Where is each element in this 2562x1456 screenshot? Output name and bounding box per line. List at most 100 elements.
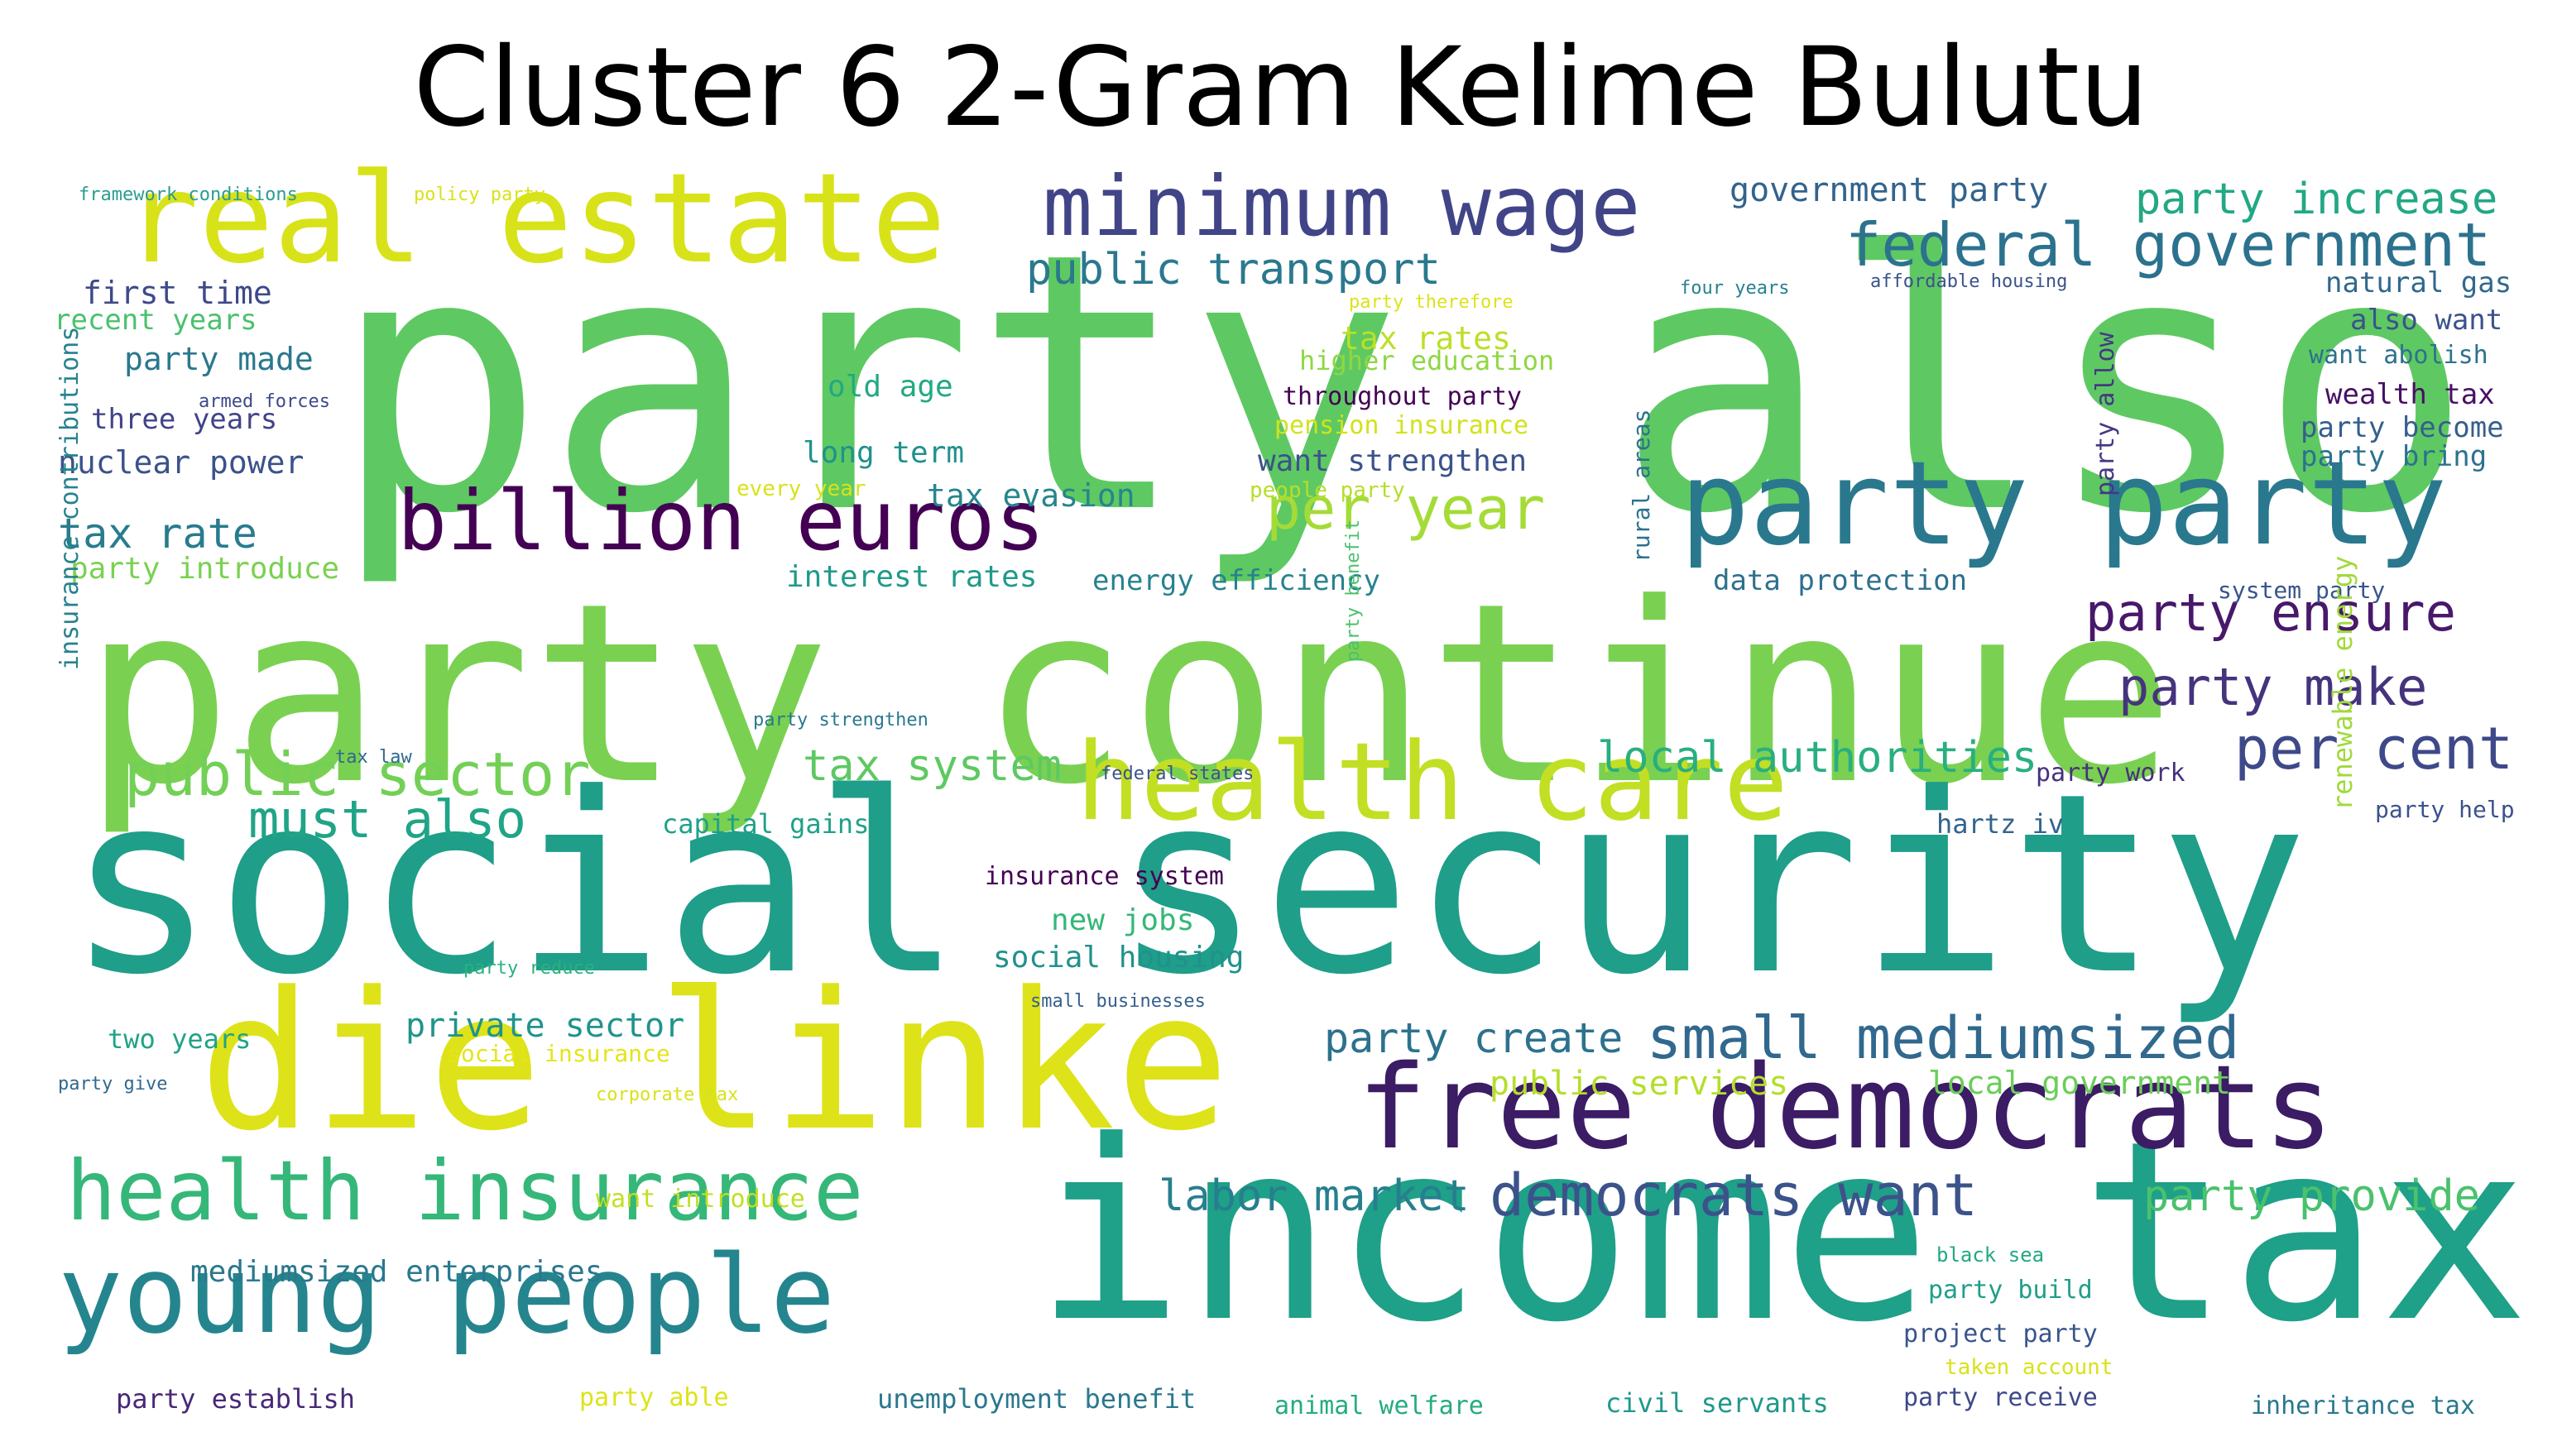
word-per-year: per year <box>1266 475 1546 543</box>
word-nuclear-power: nuclear power <box>58 444 305 481</box>
word-small-mediumsized: small mediumsized <box>1647 1004 2240 1072</box>
word-want-abolish: want abolish <box>2309 341 2488 370</box>
word-data-protection: data protection <box>1713 564 1968 597</box>
word-insurance-system: insurance system <box>985 862 1224 891</box>
word-energy-efficiency: energy efficiency <box>1092 564 1380 597</box>
word-public-sector: public sector <box>124 740 591 809</box>
word-interest-rates: interest rates <box>786 560 1038 594</box>
word-party-give: party give <box>58 1074 168 1094</box>
word-party-bring: party bring <box>2301 440 2488 473</box>
word-party-become: party become <box>2301 411 2504 444</box>
word-party-able: party able <box>579 1383 729 1412</box>
word-hartz-iv: hartz iv <box>1936 808 2065 840</box>
word-party-therefore: party therefore <box>1349 292 1514 313</box>
word-project-party: project party <box>1903 1320 2098 1348</box>
word-party-party: party party <box>1680 437 2448 572</box>
word-civil-servants: civil servants <box>1605 1387 1829 1419</box>
word-party-allow: party allow <box>2091 332 2120 496</box>
word-must-also: must also <box>248 789 526 850</box>
word-labor-market: labor market <box>1159 1171 1470 1221</box>
word-public-services: public services <box>1490 1065 1789 1103</box>
word-tax-rate: tax rate <box>58 510 257 558</box>
word-animal-welfare: animal welfare <box>1274 1391 1484 1420</box>
word-three-years: three years <box>91 403 278 436</box>
word-party-receive: party receive <box>1903 1383 2098 1412</box>
word-small-businesses: small businesses <box>1030 991 1206 1012</box>
word-local-authorities: local authorities <box>1597 733 2038 783</box>
word-party-establish: party establish <box>116 1383 355 1415</box>
word-social-housing: social housing <box>993 941 1245 975</box>
word-taken-account: taken account <box>1945 1355 2113 1380</box>
word-armed-forces: armed forces <box>199 391 330 412</box>
word-higher-education: higher education <box>1299 345 1555 376</box>
word-party-work: party work <box>2036 759 2185 788</box>
word-party-continue: party continue <box>83 550 2176 839</box>
word-per-cent: per cent <box>2234 715 2514 783</box>
word-two-years: two years <box>108 1023 252 1055</box>
word-framework-conditions: framework conditions <box>79 184 298 205</box>
word-local-government: local government <box>1928 1065 2232 1101</box>
word-tax-system: tax system <box>803 741 1063 791</box>
word-party-increase: party increase <box>2135 175 2498 224</box>
word-private-sector: private sector <box>405 1007 685 1045</box>
cloud-title: Cluster 6 2-Gram Kelime Bulutu <box>413 24 2149 151</box>
word-party-make: party make <box>2118 657 2428 717</box>
word-insurance-contributions: insurance contributions <box>55 326 84 670</box>
word-four-years: four years <box>1680 278 1790 299</box>
word-social-security: social security <box>66 740 2309 1029</box>
word-also-want: also want <box>2350 304 2503 337</box>
word-party-made: party made <box>124 341 314 377</box>
word-natural-gas: natural gas <box>2325 266 2512 299</box>
word-tax-law: tax law <box>335 747 412 768</box>
word-party-help: party help <box>2375 796 2515 823</box>
word-party-benefit: party benefit <box>1343 519 1364 662</box>
word-party-introduce: party introduce <box>70 552 340 586</box>
word-black-sea: black sea <box>1936 1243 2045 1267</box>
word-minimum-wage: minimum wage <box>1043 158 1641 255</box>
word-policy-party: policy party <box>414 184 545 205</box>
word-inheritance-tax: inheritance tax <box>2251 1391 2475 1420</box>
word-party-strengthen: party strengthen <box>753 710 928 730</box>
word-real-estate: real estate <box>124 147 947 291</box>
word-federal-states: federal states <box>1101 764 1255 784</box>
word-long-term: long term <box>803 436 965 470</box>
word-people-party: people party <box>1250 478 1405 503</box>
word-renewable-energy: renewable energy <box>2327 555 2358 811</box>
word-party-create: party create <box>1324 1014 1624 1062</box>
word-federal-government: federal government <box>1845 210 2492 280</box>
word-want-introduce: want introduce <box>596 1185 805 1214</box>
word-party-build: party build <box>1928 1276 2093 1305</box>
word-tax-evasion: tax evasion <box>927 477 1135 514</box>
word-pension-insurance: pension insurance <box>1274 411 1529 440</box>
word-public-transport: public transport <box>1026 245 1441 295</box>
word-democrats-want: democrats want <box>1490 1161 1979 1229</box>
word-mediumsized-enterprises: mediumsized enterprises <box>190 1255 603 1289</box>
word-unemployment-benefit: unemployment benefit <box>877 1383 1197 1415</box>
word-government-party: government party <box>1730 171 2049 209</box>
word-affordable-housing: affordable housing <box>1870 271 2068 292</box>
word-health-care: health care <box>1076 719 1788 845</box>
word-wealth-tax: wealth tax <box>2325 378 2495 411</box>
word-party-also: party also <box>331 178 2473 592</box>
word-die-linke: die linke <box>199 952 1231 1173</box>
word-health-insurance: health insurance <box>66 1142 864 1239</box>
word-old-age: old age <box>828 370 953 404</box>
word-free-democrats: free democrats <box>1357 1041 2334 1176</box>
word-rural-areas: rural areas <box>1628 409 1655 563</box>
word-income-tax: income tax <box>1034 1088 2530 1377</box>
word-throughout-party: throughout party <box>1283 382 1522 411</box>
word-every-year: every year <box>736 477 866 501</box>
word-party-provide: party provide <box>2143 1171 2480 1221</box>
word-billion-euros: billion euros <box>397 472 1045 569</box>
word-social-insurance: social insurance <box>447 1040 670 1067</box>
word-system-party: system party <box>2218 577 2386 604</box>
word-tax-rates: tax rates <box>1341 320 1511 357</box>
word-party-ensure: party ensure <box>2085 582 2456 643</box>
word-first-time: first time <box>83 275 272 311</box>
word-young-people: young people <box>58 1232 836 1358</box>
word-want-strengthen: want strengthen <box>1258 444 1528 478</box>
word-recent-years: recent years <box>54 304 257 337</box>
word-new-jobs: new jobs <box>1051 903 1195 937</box>
word-capital-gains: capital gains <box>662 808 870 840</box>
